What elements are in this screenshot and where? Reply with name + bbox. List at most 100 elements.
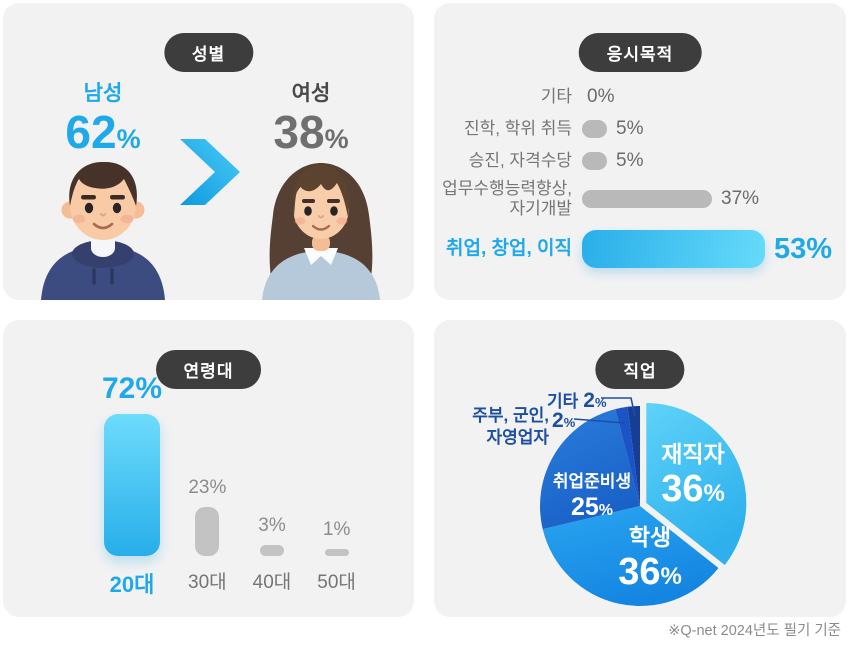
student-name: 학생 (628, 524, 672, 550)
pie-slice-3 (615, 406, 640, 506)
female-value-unit: % (324, 124, 349, 154)
male-value-unit: % (116, 124, 141, 154)
age-category: 20대 (109, 572, 155, 597)
leader-line-other (601, 397, 636, 417)
worker-value-unit: % (703, 480, 725, 508)
purpose-title: 응시목적 (606, 45, 674, 64)
purpose-row-value: 5% (616, 150, 644, 171)
purpose-row: 진학, 학위 취득 5% (434, 113, 846, 145)
pie-label-worker: 재직자 36% (634, 441, 752, 511)
purpose-bar-1 (582, 120, 607, 138)
other-value: 2% (583, 389, 606, 413)
age-column-50s: 1% 50대 (317, 519, 356, 593)
pie-label-jobseeker: 취업준비생 25% (539, 472, 645, 522)
male-stat: 남성 62% (37, 77, 169, 156)
homemaker-value-unit: % (563, 415, 576, 430)
pie-slices (540, 402, 747, 606)
purpose-row-label: 취업, 창업, 이직 (446, 237, 572, 259)
other-value-unit: % (594, 395, 607, 410)
pie-slice-2 (540, 409, 640, 530)
homemaker-value-number: 2 (552, 409, 564, 432)
age-title: 연령대 (183, 362, 234, 381)
purpose-row-label-line1: 업무수행능력향상, (442, 178, 572, 198)
age-column-30s: 23% 30대 (188, 477, 227, 593)
purpose-row-value: 53% (774, 232, 833, 265)
pie-slice-1 (542, 506, 719, 606)
gender-title: 성별 (191, 45, 226, 64)
age-column-20s: 72% 20대 (102, 372, 163, 597)
purpose-row-value: 0% (587, 86, 615, 107)
worker-value-number: 36 (661, 468, 704, 511)
male-value: 62% (37, 108, 169, 156)
worker-name: 재직자 (661, 441, 725, 467)
jobseeker-value-unit: % (598, 501, 614, 519)
homemaker-value: 2% (552, 409, 575, 433)
purpose-row-label: 업무수행능력향상, 자기개발 (434, 179, 578, 220)
purpose-row-value: 37% (721, 188, 760, 209)
purpose-row: 기타 0% (434, 81, 846, 113)
purpose-bar-chart: 기타 0% 진학, 학위 취득 5% 승진, 자격수당 5% 업무수행능력향상,… (434, 81, 846, 277)
panel-job: 직업 재직자 36% 학생 36% 취업준비생 25% 기타 2% 주부, 군인… (434, 320, 846, 617)
female-figure (262, 163, 380, 300)
worker-value: 36% (634, 468, 752, 511)
purpose-row-value: 5% (616, 118, 644, 139)
job-pie-chart (540, 397, 747, 606)
female-value-number: 38 (273, 106, 325, 158)
student-value: 36% (591, 551, 709, 594)
purpose-bar-3 (582, 190, 712, 208)
purpose-title-badge: 응시목적 (578, 33, 702, 72)
pie-slice-4 (627, 406, 640, 506)
pie-label-homemaker: 주부, 군인, 자영업자 (461, 405, 549, 449)
age-bar-3 (324, 549, 349, 556)
jobseeker-name: 취업준비생 (552, 472, 632, 491)
age-bar-2 (259, 545, 284, 556)
age-bar-chart: 72% 20대 23% 30대 3% 40대 1% 50대 (102, 372, 356, 597)
leader-line-homemaker (573, 418, 626, 424)
student-value-unit: % (660, 563, 682, 591)
purpose-row-label-line2: 자기개발 (509, 199, 572, 218)
purpose-bar-4 (582, 230, 765, 268)
purpose-bar-2 (582, 152, 607, 170)
age-bar-1 (195, 507, 220, 556)
age-value: 72% (102, 372, 163, 405)
purpose-row: 승진, 자격수당 5% (434, 145, 846, 177)
homemaker-name-line1: 주부, 군인, (472, 406, 549, 425)
male-figure (41, 161, 165, 300)
pie-label-student: 학생 36% (591, 524, 709, 594)
pie-slice-0 (646, 402, 747, 565)
panel-gender: 성별 남성 62% 여성 38% (3, 3, 414, 300)
chevron-right-icon (180, 139, 240, 205)
purpose-row: 업무수행능력향상, 자기개발 37% (434, 177, 846, 221)
age-value: 3% (258, 515, 286, 536)
female-stat: 여성 38% (245, 77, 377, 156)
female-value: 38% (245, 108, 377, 156)
age-category: 30대 (188, 572, 227, 593)
gender-title-badge: 성별 (163, 33, 254, 72)
age-category: 50대 (317, 572, 356, 593)
purpose-row-label: 승진, 자격수당 (468, 150, 572, 170)
other-value-number: 2 (583, 389, 595, 412)
age-bar-0 (104, 414, 161, 556)
purpose-row-label: 진학, 학위 취득 (463, 118, 572, 138)
pie-label-other: 기타 2% (547, 387, 607, 413)
male-value-number: 62 (65, 106, 117, 158)
job-title: 직업 (623, 362, 657, 381)
other-name: 기타 (547, 392, 579, 411)
panel-age: 연령대 72% 20대 23% 30대 3% 40대 1% 50대 (3, 320, 414, 617)
job-title-badge: 직업 (595, 350, 685, 389)
jobseeker-value-number: 25 (570, 492, 599, 521)
panel-purpose: 응시목적 기타 0% 진학, 학위 취득 5% 승진, 자격수당 5% 업무수행… (434, 3, 846, 300)
homemaker-name-line2: 자영업자 (486, 428, 549, 448)
footer-note: ※Q-net 2024년도 필기 기준 (668, 623, 841, 639)
age-column-40s: 3% 40대 (252, 515, 292, 593)
female-label: 여성 (291, 82, 331, 105)
purpose-row-highlight: 취업, 창업, 이직 53% (434, 221, 846, 277)
age-category: 40대 (252, 572, 292, 593)
student-value-number: 36 (618, 551, 661, 594)
age-title-badge: 연령대 (155, 350, 262, 389)
male-label: 남성 (83, 82, 123, 105)
infographic-grid: 성별 남성 62% 여성 38% (3, 3, 846, 617)
jobseeker-value: 25% (539, 492, 645, 522)
purpose-row-label: 기타 (540, 86, 572, 106)
age-value: 23% (188, 477, 227, 498)
